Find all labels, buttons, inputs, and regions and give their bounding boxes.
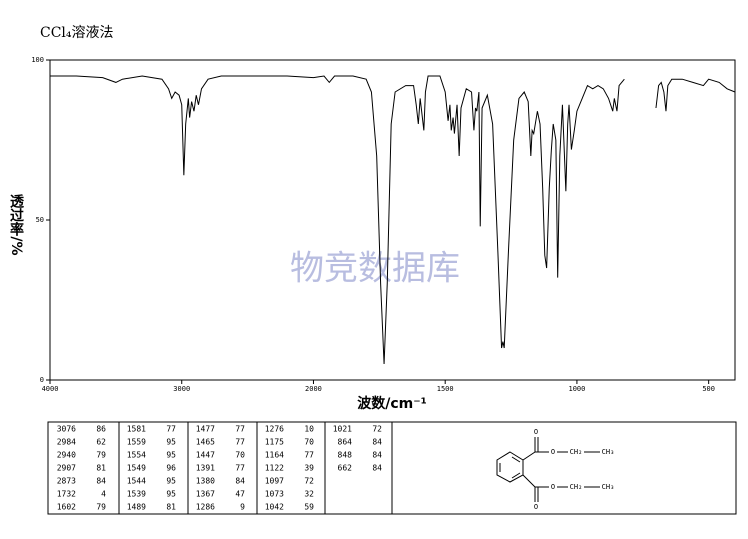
peak-wavenumber: 1021	[333, 425, 352, 434]
x-tick-label: 1000	[568, 385, 585, 393]
peak-transmittance: 77	[235, 464, 245, 473]
peak-transmittance: 79	[96, 451, 106, 460]
peak-transmittance: 4	[101, 490, 106, 499]
peak-transmittance: 77	[235, 438, 245, 447]
peak-wavenumber: 2940	[57, 451, 76, 460]
peak-transmittance: 81	[96, 464, 106, 473]
peak-wavenumber: 1544	[127, 477, 146, 486]
peak-wavenumber: 2907	[57, 464, 76, 473]
y-axis-label: 透过率/%	[8, 194, 24, 255]
peak-transmittance: 84	[96, 477, 106, 486]
peak-wavenumber: 662	[338, 464, 353, 473]
peak-wavenumber: 1042	[265, 503, 284, 512]
peak-wavenumber: 1559	[127, 438, 146, 447]
y-tick-label: 0	[40, 376, 44, 384]
peak-wavenumber: 1380	[196, 477, 215, 486]
peak-wavenumber: 1367	[196, 490, 215, 499]
peak-transmittance: 84	[372, 451, 382, 460]
peak-transmittance: 72	[304, 477, 314, 486]
plot-frame	[49, 59, 736, 381]
peak-transmittance: 47	[235, 490, 245, 499]
atom-label: O	[534, 428, 538, 436]
peak-transmittance: 32	[304, 490, 314, 499]
peak-transmittance: 77	[235, 425, 245, 434]
structure-bonds	[496, 437, 600, 502]
peak-wavenumber: 1391	[196, 464, 215, 473]
peak-wavenumber: 1465	[196, 438, 215, 447]
x-tick-label: 1500	[437, 385, 454, 393]
peak-wavenumber: 1276	[265, 425, 284, 434]
peak-transmittance: 77	[166, 425, 176, 434]
atom-label: CH₂	[570, 448, 583, 456]
peak-transmittance: 72	[372, 425, 382, 434]
atom-label: O	[534, 503, 538, 511]
peak-transmittance: 86	[96, 425, 106, 434]
peak-transmittance: 70	[235, 451, 245, 460]
peak-wavenumber: 1602	[57, 503, 76, 512]
peak-wavenumber: 864	[338, 438, 353, 447]
peak-transmittance: 95	[166, 451, 176, 460]
spectrum-line	[50, 75, 736, 365]
x-axis-label: 波数/cm⁻¹	[357, 395, 427, 412]
atom-label: O	[551, 483, 555, 491]
peak-wavenumber: 1489	[127, 503, 146, 512]
peak-wavenumber: 1554	[127, 451, 146, 460]
peak-wavenumber: 1097	[265, 477, 284, 486]
peak-transmittance: 96	[166, 464, 176, 473]
peak-wavenumber: 1477	[196, 425, 215, 434]
peak-wavenumber: 1549	[127, 464, 146, 473]
peak-transmittance: 79	[96, 503, 106, 512]
peak-wavenumber: 1122	[265, 464, 284, 473]
peak-transmittance: 62	[96, 438, 106, 447]
peak-transmittance: 59	[304, 503, 314, 512]
peak-transmittance: 84	[372, 464, 382, 473]
peak-transmittance: 70	[304, 438, 314, 447]
peak-transmittance: 77	[304, 451, 314, 460]
table-dividers	[118, 422, 393, 514]
peak-wavenumber: 1732	[57, 490, 76, 499]
peak-wavenumber: 1286	[196, 503, 215, 512]
chart-title: CCl₄溶液法	[40, 25, 114, 41]
peak-transmittance: 84	[235, 477, 245, 486]
x-tick-label: 3000	[173, 385, 190, 393]
peak-wavenumber: 3076	[57, 425, 76, 434]
peak-wavenumber: 2873	[57, 477, 76, 486]
y-tick-label: 50	[36, 216, 44, 224]
peak-wavenumber: 1164	[265, 451, 284, 460]
x-tick-label: 2000	[305, 385, 322, 393]
atom-label: CH₂	[570, 483, 583, 491]
peak-wavenumber: 848	[338, 451, 353, 460]
peak-transmittance: 95	[166, 477, 176, 486]
peak-transmittance: 84	[372, 438, 382, 447]
watermark: 物竞数据库	[290, 249, 460, 289]
peak-wavenumber: 1175	[265, 438, 284, 447]
peak-transmittance: 95	[166, 438, 176, 447]
atom-label: O	[551, 448, 555, 456]
peak-transmittance: 81	[166, 503, 176, 512]
peak-wavenumber: 1581	[127, 425, 146, 434]
x-tick-label: 4000	[42, 385, 59, 393]
x-tick-label: 500	[702, 385, 715, 393]
peak-wavenumber: 1073	[265, 490, 284, 499]
peak-transmittance: 10	[304, 425, 314, 434]
y-tick-label: 100	[31, 56, 44, 64]
peak-wavenumber: 1539	[127, 490, 146, 499]
peak-wavenumber: 2984	[57, 438, 76, 447]
peak-transmittance: 9	[240, 503, 245, 512]
peak-transmittance: 95	[166, 490, 176, 499]
peak-transmittance: 39	[304, 464, 314, 473]
atom-label: CH₃	[602, 448, 615, 456]
atom-label: CH₃	[602, 483, 615, 491]
peak-wavenumber: 1447	[196, 451, 215, 460]
